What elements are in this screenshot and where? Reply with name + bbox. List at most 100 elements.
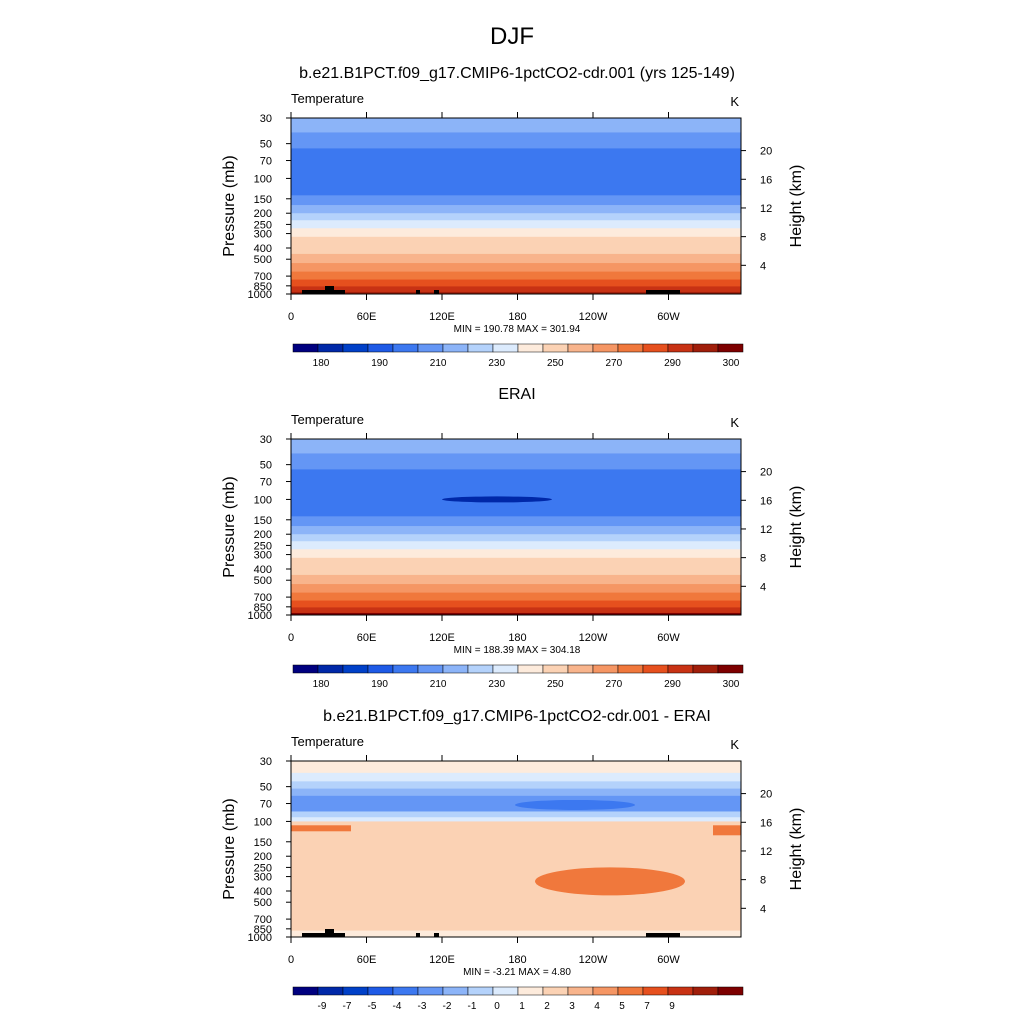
contour-band: [291, 439, 741, 454]
colorbar-tick-label: 270: [606, 679, 623, 690]
contour-band: [291, 592, 741, 602]
panel-title: ERAI: [498, 386, 535, 403]
colorbar-swatch: [667, 343, 694, 353]
y-tick-label: 400: [254, 564, 272, 576]
x-tick-label: 120W: [579, 311, 608, 323]
colorbar-swatch: [292, 343, 319, 353]
topography-mask: [325, 933, 335, 937]
colorbar-swatch: [417, 343, 444, 353]
colorbar-tick-label: 2: [544, 1001, 550, 1012]
colorbar-swatch: [567, 343, 594, 353]
x-tick-label: 120E: [429, 311, 455, 323]
colorbar-swatch: [667, 664, 694, 674]
contour-band: [291, 607, 741, 614]
contour-band: [291, 541, 741, 550]
colorbar-tick-label: -2: [443, 1001, 452, 1012]
x-tick-label: 60W: [657, 311, 680, 323]
y2-tick-label: 12: [760, 203, 772, 215]
colorbar-tick-label: 290: [664, 358, 681, 369]
y2-tick-label: 8: [760, 875, 766, 887]
y-tick-label: 1000: [248, 932, 272, 944]
colorbar-swatch: [467, 986, 494, 996]
y2-axis-title: Height (km): [788, 808, 805, 891]
contour-band: [291, 526, 741, 535]
colorbar-swatch: [542, 664, 569, 674]
y2-tick-label: 20: [760, 146, 772, 158]
colorbar-swatch: [642, 343, 669, 353]
y2-tick-label: 12: [760, 846, 772, 858]
colorbar-tick-label: -5: [368, 1001, 377, 1012]
colorbar-swatch: [567, 986, 594, 996]
contour-band: [291, 271, 741, 281]
colorbar-swatch: [342, 343, 369, 353]
colorbar-swatch: [517, 664, 544, 674]
y-tick-label: 100: [254, 816, 272, 828]
colorbar-swatch: [617, 664, 644, 674]
contour-band: [291, 788, 741, 797]
y-tick-label: 30: [260, 113, 272, 125]
y2-tick-label: 16: [760, 495, 772, 507]
y-tick-label: 500: [254, 897, 272, 909]
colorbar-swatch: [692, 343, 719, 353]
contour-band: [291, 220, 741, 229]
colorbar-swatch: [642, 664, 669, 674]
y-tick-label: 700: [254, 271, 272, 283]
colorbar-tick-label: 0: [494, 1001, 500, 1012]
panel-title: b.e21.B1PCT.f09_g17.CMIP6-1pctCO2-cdr.00…: [299, 65, 735, 82]
contour-band: [291, 817, 741, 822]
topography-mask: [646, 290, 680, 294]
colorbar-tick-label: 180: [313, 679, 330, 690]
figure-title: DJF: [490, 23, 534, 50]
topography-mask: [325, 929, 334, 933]
stats-label: MIN = 188.39 MAX = 304.18: [454, 645, 581, 656]
y2-tick-label: 8: [760, 553, 766, 565]
colorbar-swatch: [492, 343, 519, 353]
y-tick-label: 50: [260, 139, 272, 151]
cold-core-feature: [442, 496, 552, 503]
colorbar-swatch: [367, 343, 394, 353]
x-tick-label: 0: [288, 954, 294, 966]
colorbar-tick-label: 250: [547, 358, 564, 369]
y-axis-title: Pressure (mb): [221, 798, 238, 899]
y-axis-title: Pressure (mb): [221, 476, 238, 577]
colorbar-tick-label: 9: [669, 1001, 675, 1012]
contour-band: [291, 930, 741, 938]
colorbar-swatch: [567, 664, 594, 674]
y-tick-label: 300: [254, 550, 272, 562]
x-tick-label: 60E: [357, 311, 377, 323]
y-tick-label: 70: [260, 477, 272, 489]
topography-mask: [341, 290, 345, 294]
topography-mask: [416, 290, 420, 294]
y-tick-label: 200: [254, 208, 272, 220]
contour-band: [291, 213, 741, 221]
colorbar-swatch: [442, 664, 469, 674]
y-tick-label: 500: [254, 254, 272, 266]
plot-frame: [290, 438, 742, 616]
y2-tick-label: 4: [760, 581, 766, 593]
x-tick-label: 60E: [357, 954, 377, 966]
y-tick-label: 500: [254, 575, 272, 587]
colorbar-swatch: [592, 986, 619, 996]
colorbar-swatch: [317, 343, 344, 353]
chart-panel-3: b.e21.B1PCT.f09_g17.CMIP6-1pctCO2-cdr.00…: [221, 708, 805, 1012]
x-tick-label: 120W: [579, 632, 608, 644]
colorbar-swatch: [717, 986, 744, 996]
colorbar-swatch: [717, 664, 744, 674]
stats-label: MIN = -3.21 MAX = 4.80: [463, 967, 571, 978]
colorbar-tick-label: 230: [488, 358, 505, 369]
contour-band: [291, 795, 741, 812]
contour-band: [291, 118, 741, 133]
y-tick-label: 850: [254, 281, 272, 293]
colorbar-tick-label: -4: [393, 1001, 402, 1012]
colorbar-swatch: [517, 343, 544, 353]
y-tick-label: 50: [260, 782, 272, 794]
y-tick-label: 150: [254, 194, 272, 206]
y2-tick-label: 4: [760, 260, 766, 272]
panels: b.e21.B1PCT.f09_g17.CMIP6-1pctCO2-cdr.00…: [221, 65, 805, 1012]
colorbar-swatch: [367, 664, 394, 674]
contour-band: [291, 195, 741, 206]
colorbar-swatch: [292, 664, 319, 674]
colorbar-swatch: [692, 664, 719, 674]
colorbar-tick-label: 190: [371, 358, 388, 369]
colorbar-swatch: [392, 343, 419, 353]
